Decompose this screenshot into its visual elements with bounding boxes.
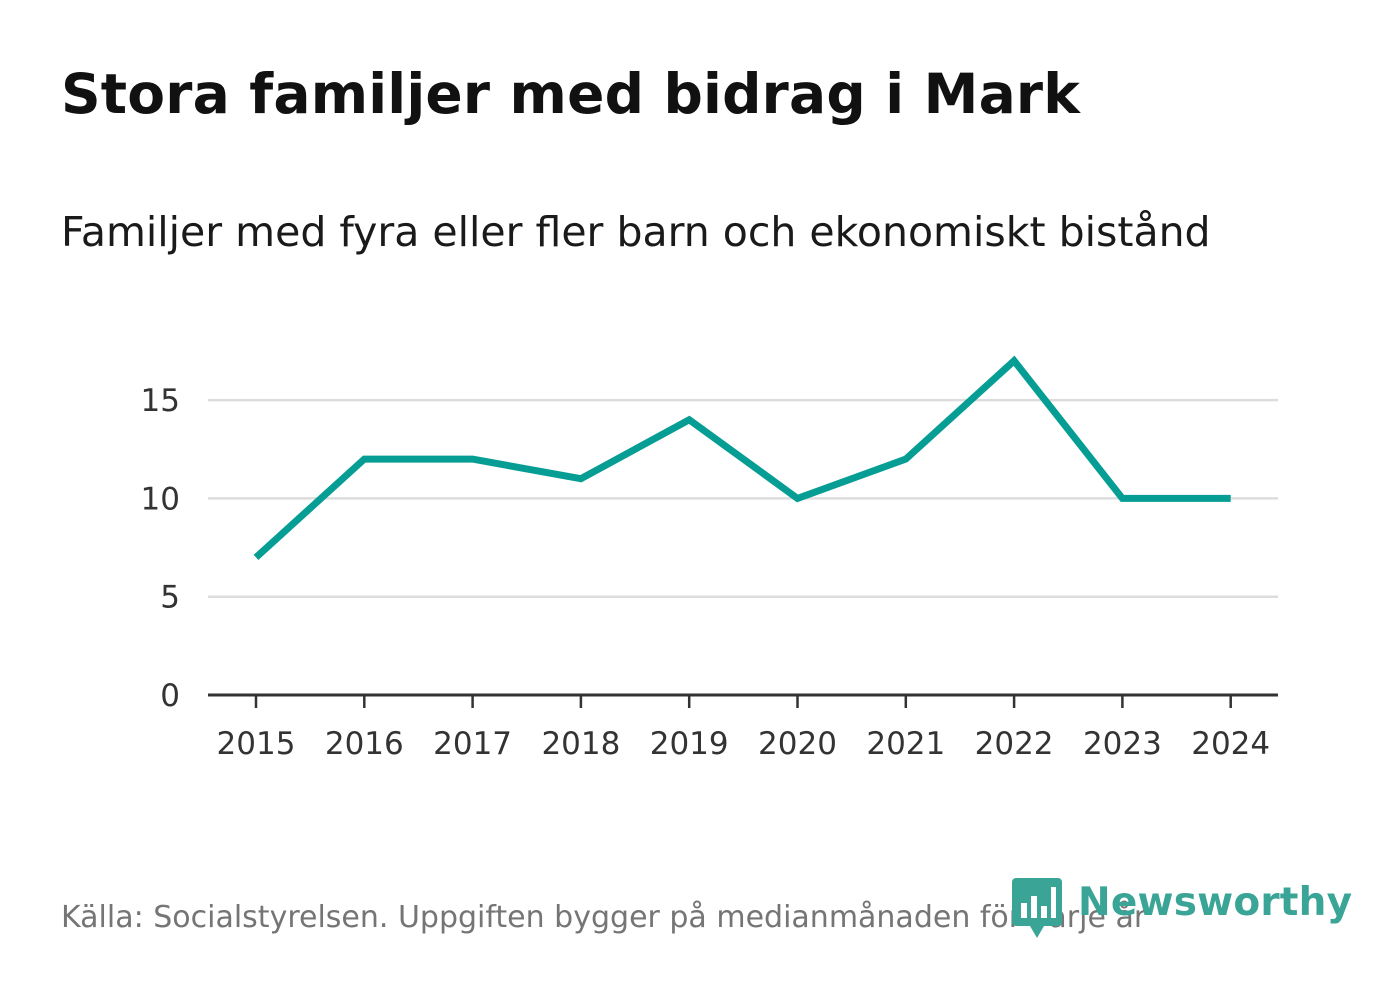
y-tick-label-5: 5 (160, 580, 180, 616)
x-tick-label-2017: 2017 (433, 726, 512, 762)
source-note: Källa: Socialstyrelsen. Uppgiften bygger… (61, 900, 1147, 935)
x-tick-label-2022: 2022 (975, 726, 1054, 762)
x-tick-label-2016: 2016 (325, 726, 404, 762)
y-tick-label-15: 15 (141, 383, 180, 419)
x-tick-label-2019: 2019 (650, 726, 729, 762)
y-axis: 0 5 10 15 (141, 383, 180, 714)
chart-title: Stora familjer med bidrag i Mark (61, 62, 1080, 126)
y-tick-label-10: 10 (141, 481, 180, 517)
newsworthy-logo-icon (1012, 878, 1062, 938)
newsworthy-logo: Newsworthy (1012, 878, 1352, 940)
logo-text: Newsworthy (1078, 880, 1353, 925)
x-tick-label-2020: 2020 (758, 726, 837, 762)
x-axis: 2015 2016 2017 2018 2019 2020 2021 2022 2023 2024 (208, 693, 1278, 762)
y-tick-label-0: 0 (160, 678, 180, 714)
x-tick-label-2023: 2023 (1083, 726, 1162, 762)
x-tick-label-2018: 2018 (541, 726, 620, 762)
gridlines (208, 398, 1278, 598)
x-tick-label-2021: 2021 (866, 726, 945, 762)
x-tick-label-2015: 2015 (217, 726, 296, 762)
x-tick-label-2024: 2024 (1191, 726, 1270, 762)
chart-subtitle: Familjer med fyra eller fler barn och ek… (61, 208, 1211, 256)
series-line-0 (253, 355, 1231, 560)
series-layer (253, 355, 1231, 560)
